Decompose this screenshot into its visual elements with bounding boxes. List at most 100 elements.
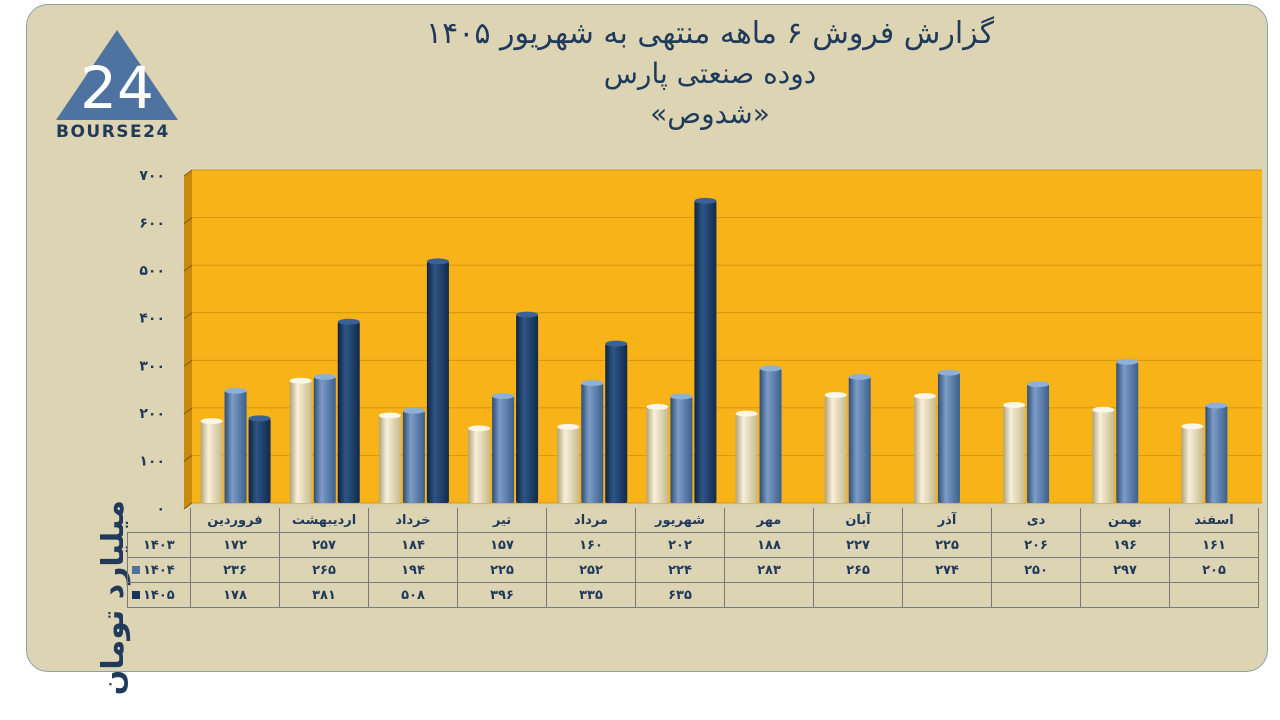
bar-۱۴۰۴-دی (1027, 384, 1050, 503)
series-legend: ۱۴۰۵ (127, 582, 191, 608)
value-cell (813, 582, 903, 608)
month-header: تیر (457, 508, 547, 533)
value-cell: ۲۰۶ (991, 532, 1081, 558)
bar-top-۱۴۰۳-مرداد (557, 423, 580, 430)
value-cell: ۱۷۸ (190, 582, 280, 608)
bar-۱۴۰۴-آذر (937, 372, 960, 503)
title-line-1: گزارش فروش ۶ ماهه منتهی به شهریور ۱۴۰۵ (425, 16, 995, 51)
value-cell: ۲۰۵ (1169, 557, 1259, 583)
legend-swatch (132, 591, 140, 599)
logo-text: BOURSE24 (56, 122, 170, 142)
y-tick-label: ۴۰۰ (139, 311, 165, 327)
y-tick-label: ۵۰۰ (139, 263, 165, 279)
plot-floor (184, 503, 1262, 509)
table-corner (127, 508, 191, 533)
month-header: شهریور (635, 508, 725, 533)
bar-۱۴۰۵-مرداد (605, 343, 628, 503)
month-header: مرداد (546, 508, 636, 533)
bar-top-۱۴۰۳-فروردین (200, 418, 223, 425)
plot-left-wall (184, 170, 192, 509)
bar-top-۱۴۰۳-آذر (913, 392, 936, 399)
bar-۱۴۰۳-بهمن (1092, 409, 1115, 503)
logo-mark: 24 (80, 54, 154, 122)
bar-top-۱۴۰۳-اسفند (1181, 423, 1204, 430)
value-cell: ۲۵۰ (991, 557, 1081, 583)
bar-۱۴۰۳-اسفند (1181, 426, 1204, 503)
value-cell: ۱۶۰ (546, 532, 636, 558)
bar-۱۴۰۴-اسفند (1205, 405, 1228, 503)
bar-top-۱۴۰۳-آبان (824, 392, 847, 399)
bar-۱۴۰۵-تیر (516, 314, 539, 503)
legend-label: ۱۴۰۳ (143, 537, 175, 553)
month-header: فروردین (190, 508, 280, 533)
month-header: اردیبهشت (279, 508, 369, 533)
bar-top-۱۴۰۴-فروردین (224, 387, 247, 394)
gridline-side (183, 312, 193, 320)
gridline-side (183, 359, 193, 367)
bourse24-logo: 24 (56, 30, 178, 122)
bar-۱۴۰۴-فروردین (224, 390, 247, 503)
y-tick-label: ۲۰۰ (139, 406, 165, 422)
title-line-3: «شدوص» (650, 97, 770, 130)
bar-top-۱۴۰۵-خرداد (426, 258, 449, 265)
value-cell: ۲۹۷ (1080, 557, 1170, 583)
value-cell: ۲۲۷ (813, 532, 903, 558)
bar-top-۱۴۰۳-اردیبهشت (289, 377, 312, 384)
legend-swatch (132, 541, 140, 549)
value-cell (902, 582, 992, 608)
table-row: ۱۴۰۵ ۱۷۸ ۳۸۱ ۵۰۸ ۳۹۶ ۳۳۵ ۶۳۵ (127, 582, 1259, 608)
bar-۱۴۰۴-مرداد (581, 383, 604, 503)
value-cell (991, 582, 1081, 608)
chart-title: گزارش فروش ۶ ماهه منتهی به شهریور ۱۴۰۵ د… (360, 14, 1060, 134)
bar-top-۱۴۰۴-تیر (492, 392, 515, 399)
bar-top-۱۴۰۵-تیر (516, 311, 539, 318)
value-cell: ۲۶۵ (279, 557, 369, 583)
bar-۱۴۰۴-تیر (492, 395, 515, 503)
bar-top-۱۴۰۴-مهر (759, 365, 782, 372)
value-cell: ۲۷۴ (902, 557, 992, 583)
bar-۱۴۰۴-شهریور (670, 396, 693, 503)
bar-top-۱۴۰۴-مرداد (581, 380, 604, 387)
bar-۱۴۰۳-مرداد (557, 426, 580, 503)
value-cell: ۵۰۸ (368, 582, 458, 608)
gridline-side (183, 264, 193, 272)
bar-top-۱۴۰۳-مهر (735, 410, 758, 417)
bar-top-۱۴۰۴-شهریور (670, 393, 693, 400)
bar-top-۱۴۰۴-دی (1027, 381, 1050, 388)
bar-top-۱۴۰۳-بهمن (1092, 406, 1115, 413)
bar-۱۴۰۴-بهمن (1116, 361, 1139, 503)
y-tick-label: ۶۰۰ (139, 216, 165, 232)
bar-۱۴۰۳-آبان (824, 395, 847, 503)
gridline-side (183, 217, 193, 224)
bar-top-۱۴۰۳-تیر (468, 425, 491, 432)
value-cell: ۳۹۶ (457, 582, 547, 608)
title-line-2: دوده صنعتی پارس (603, 57, 817, 90)
y-tick-label: ۳۰۰ (139, 358, 165, 374)
value-cell: ۳۸۱ (279, 582, 369, 608)
month-header: مهر (724, 508, 814, 533)
legend-label: ۱۴۰۵ (143, 587, 175, 603)
value-cell: ۳۳۵ (546, 582, 636, 608)
value-cell: ۶۳۵ (635, 582, 725, 608)
value-cell: ۱۹۶ (1080, 532, 1170, 558)
legend-label: ۱۴۰۴ (143, 562, 175, 578)
month-header: خرداد (368, 508, 458, 533)
value-cell: ۱۵۷ (457, 532, 547, 558)
gridline-side (183, 169, 193, 177)
bar-۱۴۰۳-دی (1003, 405, 1026, 503)
value-cell (1169, 582, 1259, 608)
value-cell: ۱۸۸ (724, 532, 814, 558)
bar-top-۱۴۰۵-اردیبهشت (337, 318, 360, 325)
bar-۱۴۰۴-اردیبهشت (313, 376, 336, 503)
bar-۱۴۰۳-خرداد (378, 415, 401, 503)
value-cell: ۲۲۴ (635, 557, 725, 583)
bar-top-۱۴۰۴-اسفند (1205, 402, 1228, 409)
table-row: ۱۴۰۳ ۱۷۲ ۲۵۷ ۱۸۴ ۱۵۷ ۱۶۰ ۲۰۲ ۱۸۸ ۲۲۷ ۲۲۵ ۲۰۶ ۱۹۶ ۱۶۱ (127, 532, 1259, 558)
month-header: اسفند (1169, 508, 1259, 533)
series-legend: ۱۴۰۳ (127, 532, 191, 558)
y-tick-label: ۷۰۰ (139, 168, 165, 184)
value-cell: ۲۳۶ (190, 557, 280, 583)
legend-swatch (132, 566, 140, 574)
bar-۱۴۰۵-اردیبهشت (337, 321, 360, 503)
